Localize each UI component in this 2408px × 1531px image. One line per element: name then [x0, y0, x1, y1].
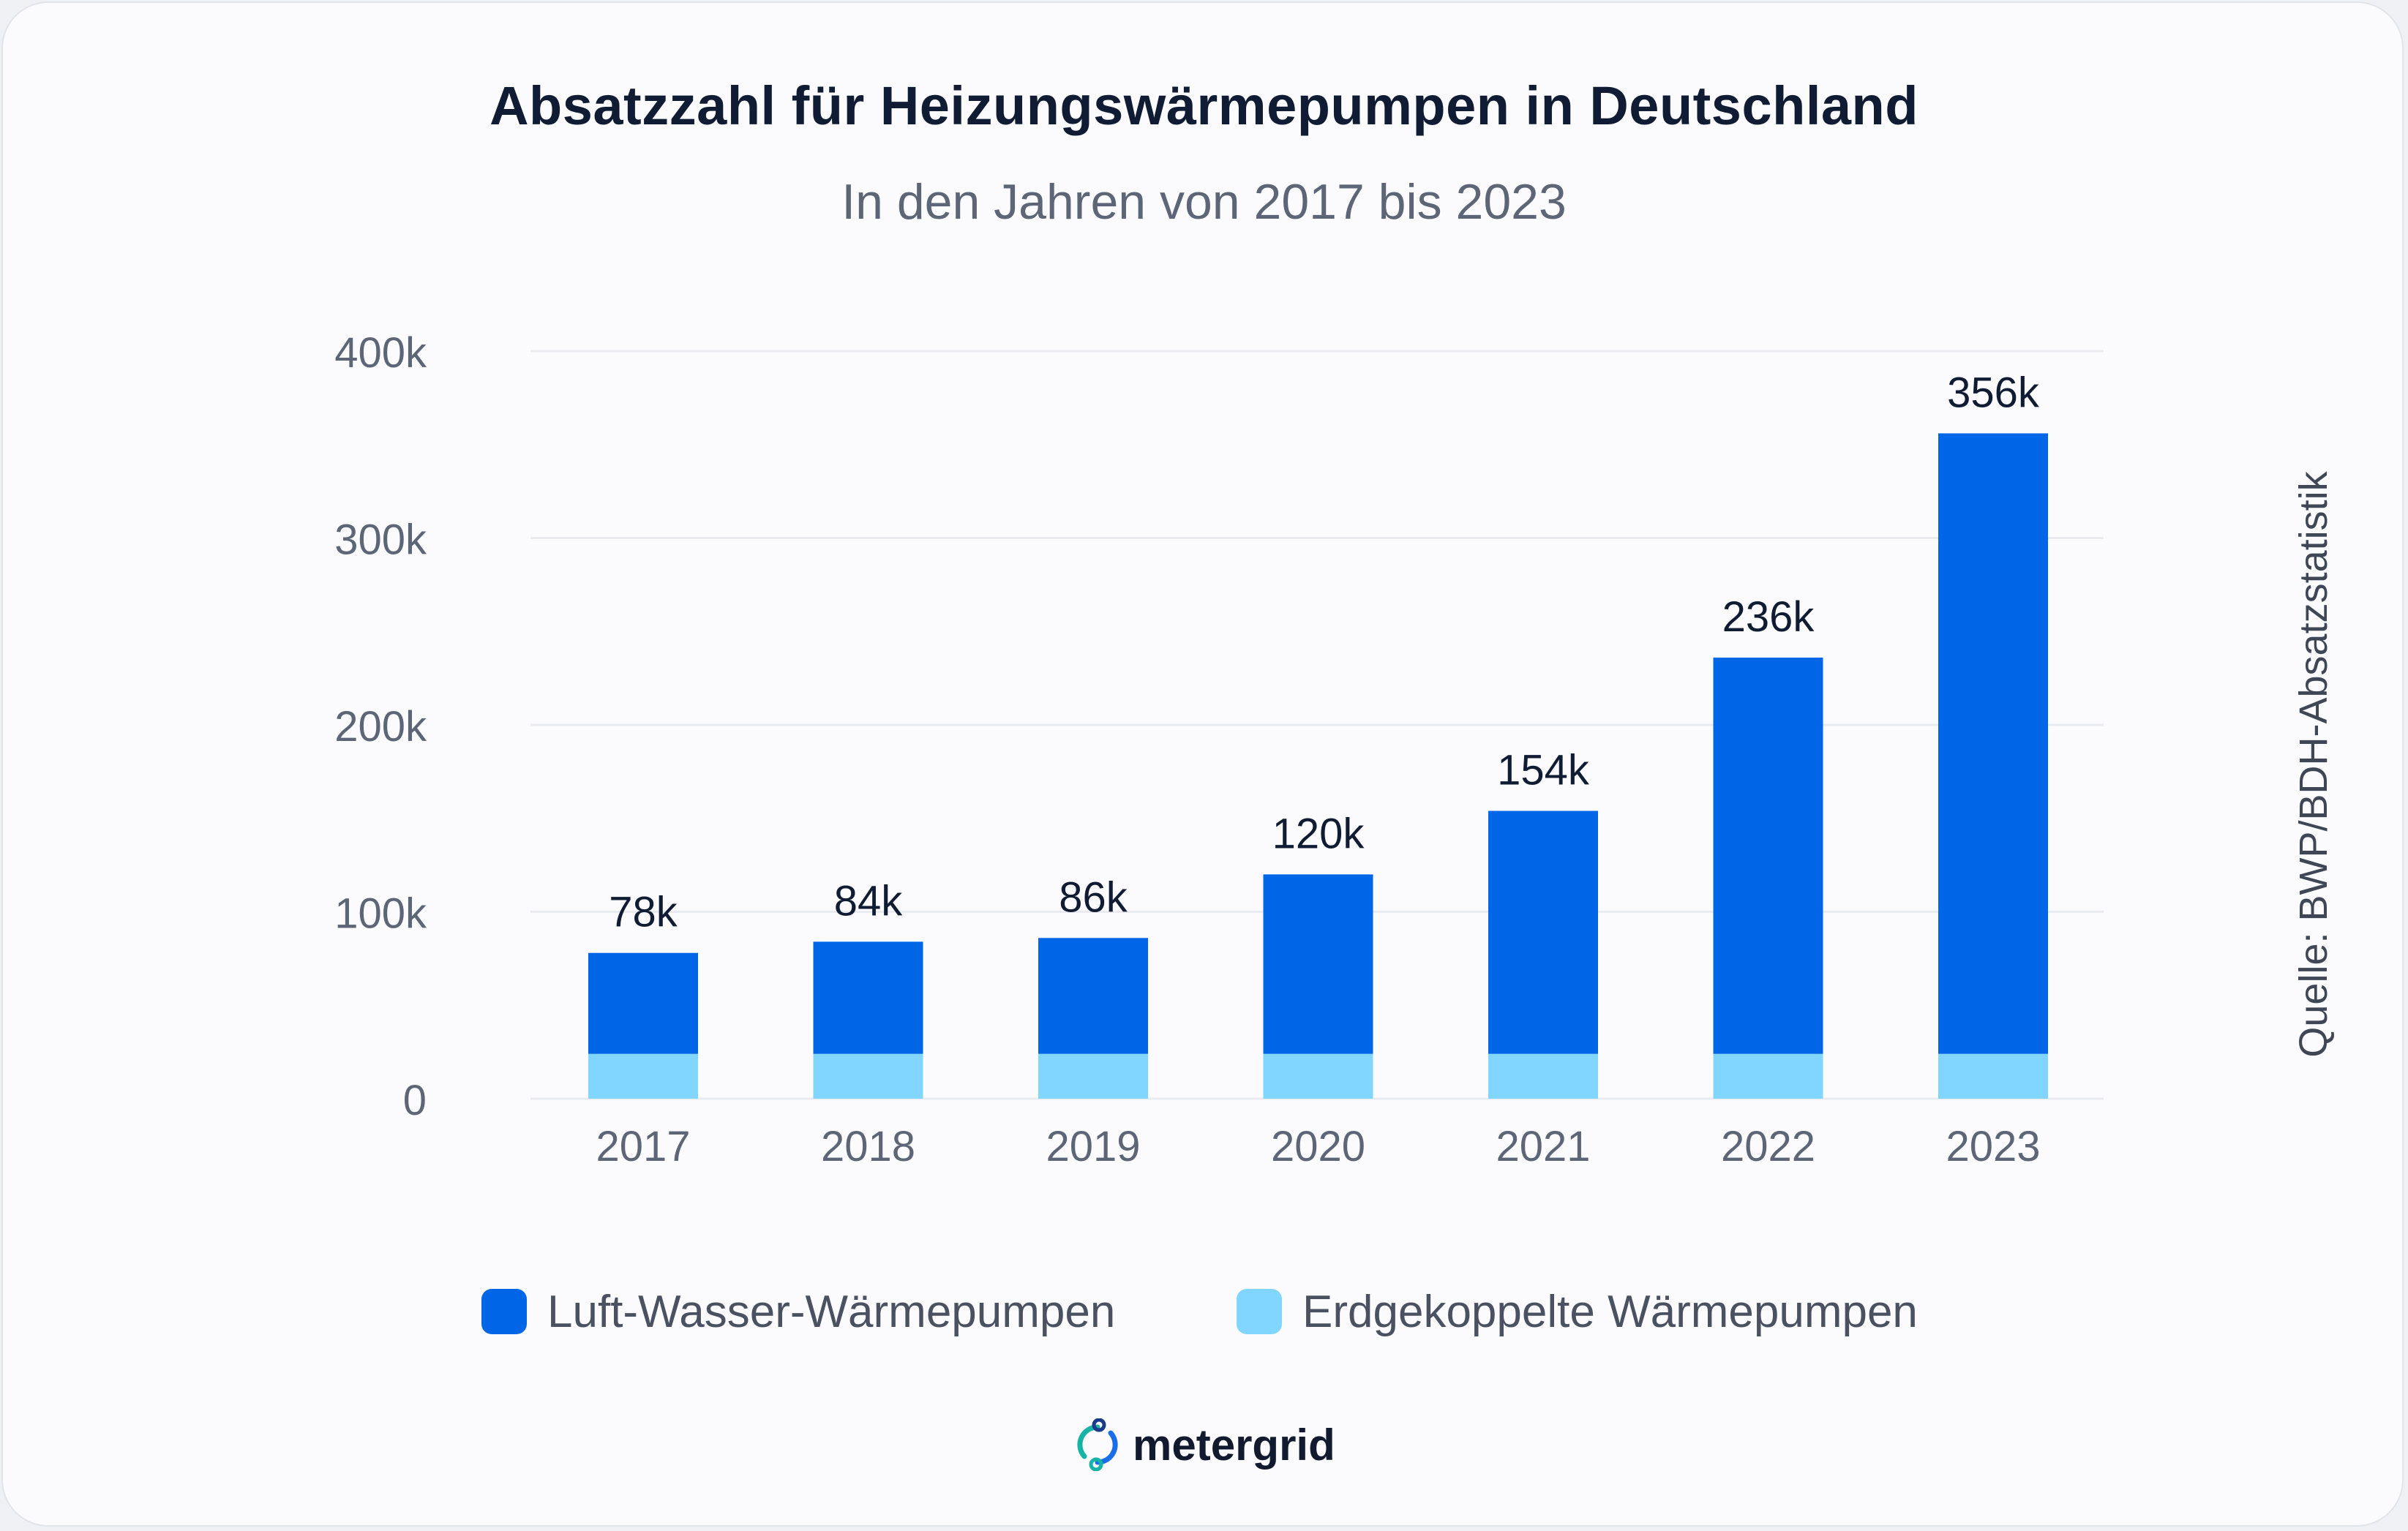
x-tick-label: 2019: [1046, 1123, 1140, 1170]
bar-air-water-2020: [1263, 874, 1373, 1054]
bar-air-water-2021: [1488, 810, 1598, 1054]
x-tick-label: 2017: [596, 1123, 690, 1170]
brand-wordmark: metergrid: [1133, 1420, 1335, 1470]
x-tick-label: 2020: [1271, 1123, 1365, 1170]
legend-item-ground: Erdgekoppelte Wärmepumpen: [1237, 1287, 1918, 1337]
y-tick-label: 300k: [334, 516, 427, 564]
legend-label-ground: Erdgekoppelte Wärmepumpen: [1302, 1286, 1918, 1337]
y-tick-label: 100k: [334, 890, 427, 938]
value-label: 154k: [1497, 747, 1590, 794]
bar-air-water-2018: [813, 941, 923, 1054]
legend-swatch-ground: [1237, 1289, 1282, 1334]
chart-title: Absatzzahl für Heizungswärmepumpen in De…: [490, 75, 1918, 136]
x-axis: 2017 2018 2019 2020 2021 2022 2023: [596, 1123, 2040, 1170]
bar-ground-2022: [1713, 1053, 1823, 1099]
x-tick-label: 2023: [1946, 1123, 2040, 1170]
bar-ground-2023: [1938, 1053, 2048, 1099]
value-label: 356k: [1947, 369, 2040, 416]
y-tick-label: 200k: [334, 703, 427, 751]
bar-ground-2019: [1038, 1053, 1148, 1099]
value-label: 86k: [1059, 873, 1128, 921]
source-note: Quelle: BWP/BDH-Absatzstatistik: [2292, 471, 2336, 1058]
bar-air-water-2017: [588, 952, 698, 1054]
bar-air-water-2022: [1713, 658, 1823, 1054]
y-tick-label: 0: [403, 1077, 427, 1124]
x-tick-label: 2021: [1496, 1123, 1590, 1170]
bar-air-water-2019: [1038, 938, 1148, 1054]
bar-ground-2018: [813, 1053, 923, 1099]
bars: [588, 433, 2048, 1099]
bar-ground-2021: [1488, 1053, 1598, 1099]
chart-subtitle: In den Jahren von 2017 bis 2023: [841, 174, 1567, 230]
bar-air-water-2023: [1938, 433, 2048, 1054]
brand-logo: metergrid: [1076, 1415, 1335, 1474]
x-tick-label: 2018: [821, 1123, 915, 1170]
y-tick-label: 400k: [334, 329, 427, 377]
legend-item-air-water: Luft-Wasser-Wärmepumpen: [481, 1287, 1115, 1337]
value-label: 236k: [1722, 593, 1815, 641]
legend-swatch-air-water: [481, 1289, 527, 1334]
x-tick-label: 2022: [1721, 1123, 1815, 1170]
bar-ground-2020: [1263, 1053, 1373, 1099]
y-axis: 0 100k 200k 300k 400k: [334, 329, 427, 1124]
bar-ground-2017: [588, 1053, 698, 1099]
value-label: 78k: [609, 889, 678, 936]
value-labels: 78k 84k 86k 120k 154k 236k 356k: [609, 369, 2040, 936]
metergrid-logo-icon: [1077, 1418, 1118, 1471]
legend-label-air-water: Luft-Wasser-Wärmepumpen: [547, 1286, 1116, 1337]
value-label: 84k: [834, 877, 904, 925]
value-label: 120k: [1272, 810, 1365, 857]
